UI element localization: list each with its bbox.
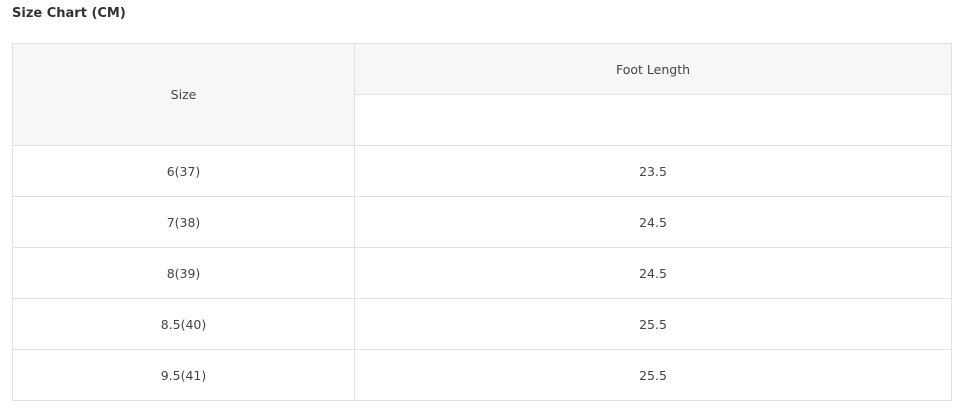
table-row: 7(38) 24.5 xyxy=(12,196,952,248)
page-title: Size Chart (CM) xyxy=(12,6,126,21)
table-row: 9.5(41) 25.5 xyxy=(12,349,952,401)
foot-length-cell: 24.5 xyxy=(354,247,952,299)
header-empty-cell xyxy=(354,94,952,146)
foot-length-cell: 23.5 xyxy=(354,145,952,197)
size-cell: 6(37) xyxy=(12,145,355,197)
header-row: Size Foot Length xyxy=(12,43,952,146)
header-subrow xyxy=(13,94,952,146)
header-size: Size xyxy=(12,43,355,146)
table-row: 6(37) 23.5 xyxy=(12,145,952,197)
size-cell: 9.5(41) xyxy=(12,349,355,401)
table-row: 8.5(40) 25.5 xyxy=(12,298,952,350)
size-chart-table: Size Foot Length 6(37) 23.5 7(38) 24.5 8(39)… xyxy=(12,43,952,401)
header-foot-length: Foot Length xyxy=(354,43,952,95)
foot-length-cell: 24.5 xyxy=(354,196,952,248)
foot-length-cell: 25.5 xyxy=(354,298,952,350)
table-row: 8(39) 24.5 xyxy=(12,247,952,299)
size-cell: 8(39) xyxy=(12,247,355,299)
size-cell: 8.5(40) xyxy=(12,298,355,350)
foot-length-cell: 25.5 xyxy=(354,349,952,401)
size-cell: 7(38) xyxy=(12,196,355,248)
